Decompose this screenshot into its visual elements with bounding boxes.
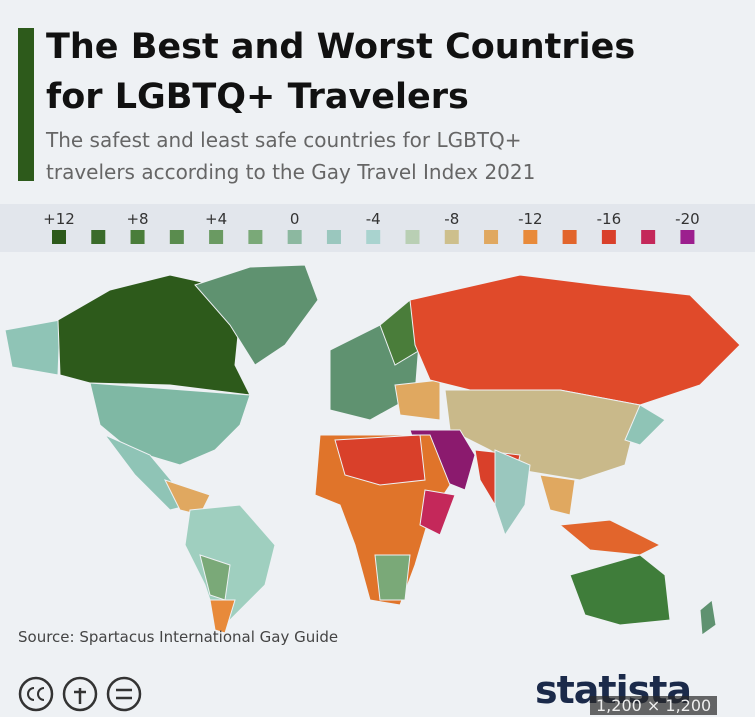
legend-swatch bbox=[91, 230, 106, 244]
legend-swatch bbox=[366, 230, 381, 244]
accent-bar bbox=[18, 28, 34, 181]
legend-swatch bbox=[287, 230, 302, 244]
legend-swatch bbox=[130, 230, 145, 244]
legend-swatch bbox=[248, 230, 263, 244]
legend-label: +12 bbox=[43, 210, 75, 228]
legend-swatch bbox=[680, 230, 695, 244]
legend-swatch bbox=[601, 230, 616, 244]
legend-swatch bbox=[444, 230, 459, 244]
legend-label: -20 bbox=[675, 210, 700, 228]
legend-label: -8 bbox=[444, 210, 459, 228]
legend-swatch bbox=[523, 230, 538, 244]
legend: +12 +8 +4 0 -4 -8 -12 -16 -20 bbox=[43, 210, 700, 244]
license-icons bbox=[18, 676, 142, 712]
legend-label: +8 bbox=[126, 210, 148, 228]
subtitle: The safest and least safe countries for … bbox=[46, 124, 535, 188]
legend-swatch bbox=[169, 230, 184, 244]
legend-swatch bbox=[641, 230, 656, 244]
title: The Best and Worst Countries for LGBTQ+ … bbox=[46, 22, 635, 122]
title-line: for LGBTQ+ Travelers bbox=[46, 77, 469, 117]
legend-swatch bbox=[405, 230, 420, 244]
size-overlay: 1,200 × 1,200 bbox=[590, 696, 718, 715]
legend-label: -16 bbox=[597, 210, 622, 228]
world-map bbox=[4, 264, 741, 635]
legend-label: -4 bbox=[366, 210, 381, 228]
legend-swatch bbox=[326, 230, 341, 244]
subtitle-line: travelers according to the Gay Travel In… bbox=[46, 160, 536, 184]
legend-swatch bbox=[209, 230, 224, 244]
source: Source: Spartacus International Gay Guid… bbox=[18, 628, 339, 646]
legend-swatch bbox=[52, 230, 66, 244]
legend-swatch bbox=[484, 230, 499, 244]
title-line: The Best and Worst Countries bbox=[46, 27, 636, 67]
legend-band: +12 +8 +4 0 -4 -8 -12 -16 -20 bbox=[0, 204, 755, 252]
legend-label: -12 bbox=[518, 210, 543, 228]
legend-swatch bbox=[562, 230, 577, 244]
legend-label: +4 bbox=[205, 210, 227, 228]
subtitle-line: The safest and least safe countries for … bbox=[46, 128, 522, 152]
legend-label: 0 bbox=[290, 210, 300, 228]
